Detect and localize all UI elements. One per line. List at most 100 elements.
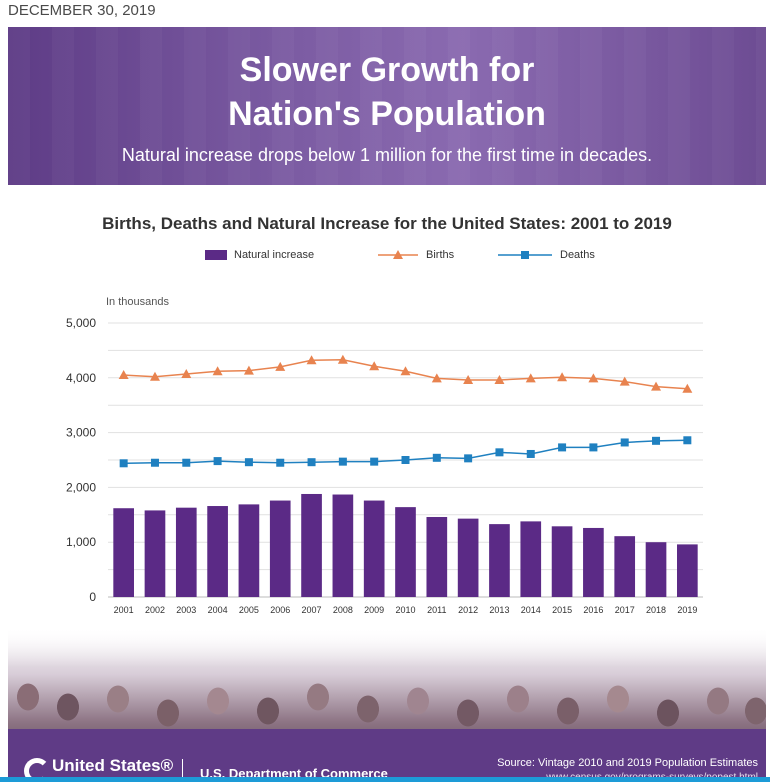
x-tick-label: 2018 — [646, 605, 666, 615]
x-tick-label: 2015 — [552, 605, 572, 615]
bar-natural-increase — [238, 504, 260, 597]
bar-natural-increase — [144, 510, 166, 597]
agency-name: United States® — [52, 756, 174, 775]
bar-natural-increase — [520, 521, 542, 597]
deaths-point — [589, 443, 598, 452]
deaths-point — [620, 438, 629, 447]
births-point — [243, 365, 254, 375]
x-tick-label: 2012 — [458, 605, 478, 615]
deaths-point — [213, 457, 222, 466]
x-tick-label: 2005 — [239, 605, 259, 615]
x-tick-label: 2006 — [270, 605, 290, 615]
headline-line-2: Nation's Population — [228, 95, 546, 133]
deaths-point — [150, 458, 159, 467]
x-tick-label: 2004 — [208, 605, 228, 615]
deaths-point — [276, 458, 285, 467]
bar-natural-increase — [583, 527, 604, 597]
infographic: Slower Growth for Nation's Population Na… — [8, 27, 766, 782]
crowd-fade — [8, 627, 766, 667]
births-point — [525, 373, 536, 383]
legend-births-swatch — [378, 250, 418, 259]
bar-natural-increase — [301, 493, 322, 597]
headline-subtitle: Natural increase drops below 1 million f… — [121, 145, 653, 165]
x-tick-label: 2001 — [114, 605, 134, 615]
y-tick-label: 4,000 — [66, 371, 96, 385]
births-point — [557, 372, 568, 382]
y-tick-label: 0 — [89, 590, 96, 604]
births-point — [463, 374, 474, 384]
bar-natural-increase — [332, 494, 354, 597]
legend-deaths-label: Deaths — [560, 249, 595, 261]
y-tick-label: 5,000 — [66, 316, 96, 330]
births-point — [431, 373, 442, 383]
births-point — [337, 354, 348, 364]
x-tick-label: 2019 — [677, 605, 697, 615]
chart-plot: In thousands 0 1,000 2,000 3,000 4,000 5,000 2… — [66, 296, 703, 615]
x-tick-label: 2013 — [489, 605, 509, 615]
births-point — [494, 374, 505, 384]
page-bottom-bar — [0, 777, 770, 782]
footer-divider — [182, 759, 183, 777]
bar-natural-increase — [113, 508, 134, 597]
legend-births-label: Births — [426, 249, 455, 261]
deaths-point — [683, 436, 692, 445]
dateline: DECEMBER 30, 2019 — [8, 2, 156, 19]
x-tick-label: 2009 — [364, 605, 384, 615]
legend-natural-label: Natural increase — [234, 249, 315, 261]
x-tick-label: 2010 — [395, 605, 415, 615]
births-point — [306, 355, 317, 365]
deaths-point — [464, 454, 473, 463]
deaths-point — [244, 458, 253, 467]
deaths-point — [182, 458, 191, 467]
x-tick-label: 2011 — [427, 605, 446, 615]
x-tick-label: 2016 — [583, 605, 603, 615]
header-banner — [8, 27, 766, 185]
x-tick-label: 2017 — [615, 605, 635, 615]
x-tick-label: 2003 — [176, 605, 196, 615]
births-point — [588, 373, 599, 383]
footer-bar: United States® U.S. Department of Commer… — [8, 729, 766, 782]
y-tick-label: 3,000 — [66, 426, 96, 440]
births-point — [212, 366, 223, 376]
bar-natural-increase — [551, 526, 573, 597]
births-point — [275, 361, 286, 371]
legend-natural-swatch — [205, 250, 227, 260]
bar-natural-increase — [457, 518, 479, 597]
x-tick-label: 2007 — [302, 605, 322, 615]
y-tick-label: 2,000 — [66, 480, 96, 494]
births-point — [149, 371, 160, 381]
bar-natural-increase — [269, 500, 291, 597]
deaths-point — [370, 457, 379, 466]
bar-natural-increase — [645, 542, 667, 597]
deaths-point — [495, 448, 504, 457]
x-tick-label: 2008 — [333, 605, 353, 615]
births-point — [181, 368, 192, 378]
deaths-point — [401, 456, 410, 464]
deaths-point — [652, 436, 661, 445]
source-note: Source: Vintage 2010 and 2019 Population… — [497, 757, 758, 769]
bar-natural-increase — [677, 544, 698, 597]
bar-natural-increase — [207, 506, 228, 597]
deaths-point — [307, 458, 316, 467]
chart-title: Births, Deaths and Natural Increase for … — [102, 214, 672, 233]
bar-natural-increase — [426, 516, 448, 597]
bar-natural-increase — [175, 507, 197, 597]
deaths-point — [526, 449, 535, 458]
births-point — [400, 366, 411, 376]
bar-natural-increase — [395, 507, 416, 597]
births-point — [118, 370, 129, 380]
chart-legend: Natural increase Births Deaths — [8, 245, 766, 267]
legend-deaths-swatch — [498, 251, 552, 259]
births-point — [682, 383, 693, 393]
deaths-point — [558, 443, 567, 452]
births-point — [651, 381, 662, 391]
births-point — [619, 376, 630, 386]
births-point — [369, 361, 380, 371]
headline-line-1: Slower Growth for — [239, 51, 535, 89]
bar-natural-increase — [614, 536, 636, 597]
deaths-point — [119, 459, 128, 468]
deaths-point — [432, 453, 441, 462]
deaths-point — [338, 457, 347, 466]
bar-natural-increase — [363, 500, 385, 597]
unit-label: In thousands — [106, 296, 169, 308]
